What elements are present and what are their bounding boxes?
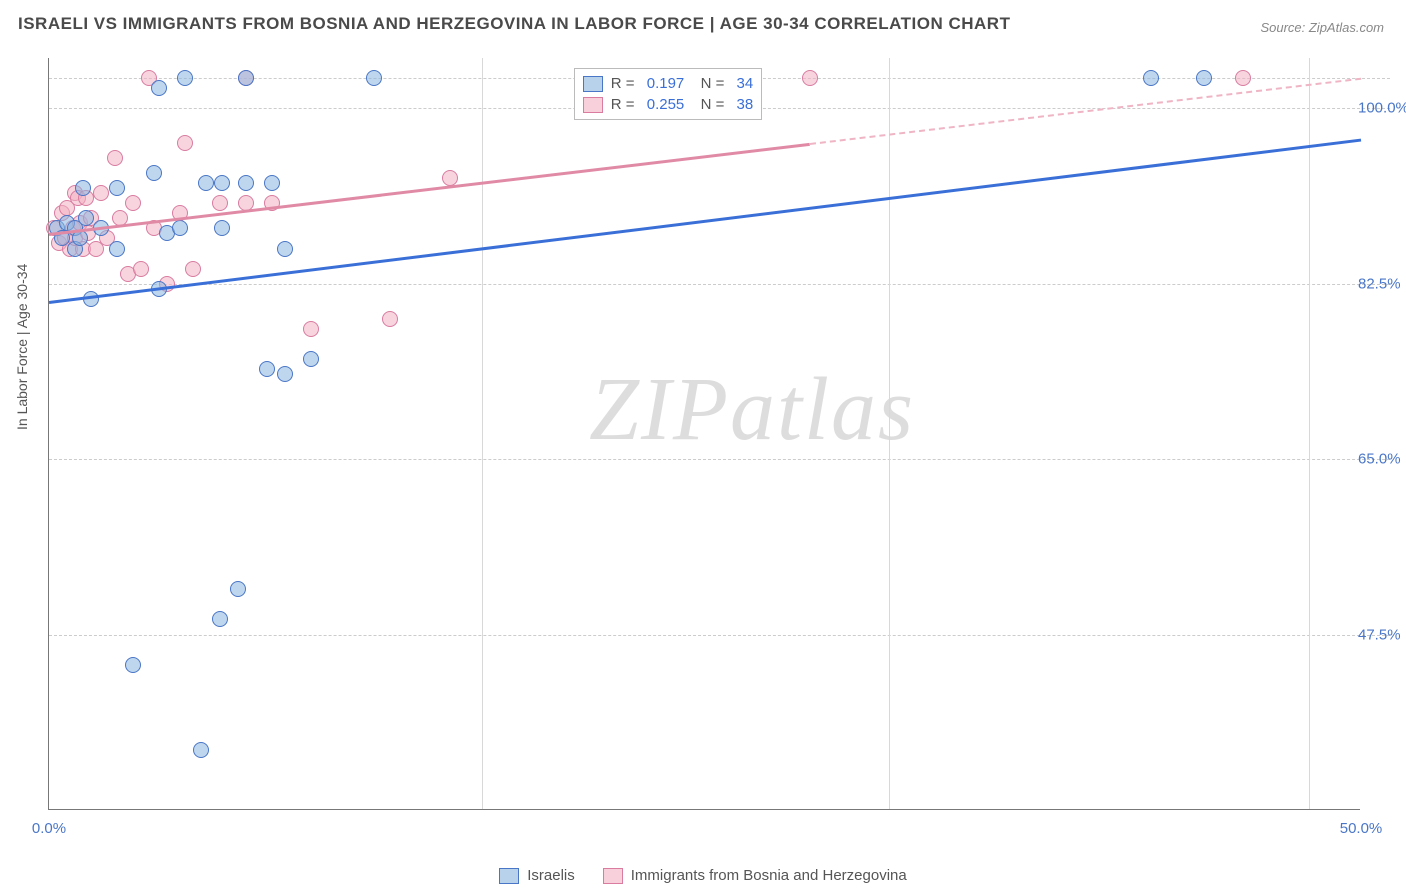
data-point — [125, 195, 141, 211]
data-point — [212, 611, 228, 627]
data-point — [185, 261, 201, 277]
n-value: 34 — [732, 75, 753, 92]
data-point — [303, 321, 319, 337]
y-tick-label: 82.5% — [1358, 275, 1406, 292]
data-point — [193, 742, 209, 758]
data-point — [238, 175, 254, 191]
legend-bottom: Israelis Immigrants from Bosnia and Herz… — [0, 867, 1406, 884]
data-point — [277, 366, 293, 382]
data-point — [238, 70, 254, 86]
gridline-h — [49, 635, 1390, 636]
data-point — [198, 175, 214, 191]
data-point — [802, 70, 818, 86]
legend-label: Immigrants from Bosnia and Herzegovina — [631, 867, 907, 884]
data-point — [75, 180, 91, 196]
scatter-plot-area: ZIPatlas 47.5%65.0%82.5%100.0%0.0%50.0%R… — [48, 58, 1360, 810]
data-point — [382, 311, 398, 327]
gridline-v — [482, 58, 483, 809]
swatch-blue-icon — [499, 868, 519, 884]
n-value: 38 — [732, 96, 753, 113]
legend-item-immigrants: Immigrants from Bosnia and Herzegovina — [603, 867, 907, 884]
data-point — [212, 195, 228, 211]
data-point — [109, 180, 125, 196]
legend-item-israelis: Israelis — [499, 867, 575, 884]
swatch-icon — [583, 76, 603, 92]
data-point — [125, 657, 141, 673]
chart-title: ISRAELI VS IMMIGRANTS FROM BOSNIA AND HE… — [18, 14, 1010, 34]
data-point — [259, 361, 275, 377]
r-label: R = — [611, 96, 635, 113]
data-point — [277, 241, 293, 257]
y-tick-label: 65.0% — [1358, 451, 1406, 468]
data-point — [133, 261, 149, 277]
r-label: R = — [611, 75, 635, 92]
data-point — [78, 210, 94, 226]
n-label: N = — [692, 75, 724, 92]
data-point — [214, 220, 230, 236]
x-tick-label: 0.0% — [32, 820, 66, 837]
r-value: 0.255 — [643, 96, 685, 113]
data-point — [1235, 70, 1251, 86]
n-label: N = — [692, 96, 724, 113]
data-point — [93, 185, 109, 201]
data-point — [107, 150, 123, 166]
regression-line — [810, 78, 1361, 145]
swatch-pink-icon — [603, 868, 623, 884]
data-point — [230, 581, 246, 597]
data-point — [177, 135, 193, 151]
data-point — [1143, 70, 1159, 86]
data-point — [1196, 70, 1212, 86]
watermark-text: ZIPatlas — [589, 358, 915, 461]
regression-line — [49, 138, 1361, 303]
data-point — [109, 241, 125, 257]
source-credit: Source: ZipAtlas.com — [1260, 20, 1384, 35]
gridline-h — [49, 284, 1390, 285]
gridline-v — [1309, 58, 1310, 809]
legend-stats-box: R = 0.197 N = 34R = 0.255 N = 38 — [574, 68, 762, 120]
gridline-h — [49, 459, 1390, 460]
y-tick-label: 100.0% — [1358, 100, 1406, 117]
data-point — [264, 175, 280, 191]
data-point — [366, 70, 382, 86]
x-tick-label: 50.0% — [1340, 820, 1383, 837]
data-point — [172, 220, 188, 236]
legend-label: Israelis — [527, 867, 575, 884]
swatch-icon — [583, 97, 603, 113]
data-point — [72, 230, 88, 246]
y-axis-label: In Labor Force | Age 30-34 — [14, 264, 30, 430]
y-tick-label: 47.5% — [1358, 626, 1406, 643]
legend-stats-row: R = 0.255 N = 38 — [583, 94, 753, 115]
data-point — [303, 351, 319, 367]
legend-stats-row: R = 0.197 N = 34 — [583, 73, 753, 94]
data-point — [214, 175, 230, 191]
r-value: 0.197 — [643, 75, 685, 92]
data-point — [177, 70, 193, 86]
data-point — [146, 165, 162, 181]
data-point — [151, 80, 167, 96]
gridline-v — [889, 58, 890, 809]
